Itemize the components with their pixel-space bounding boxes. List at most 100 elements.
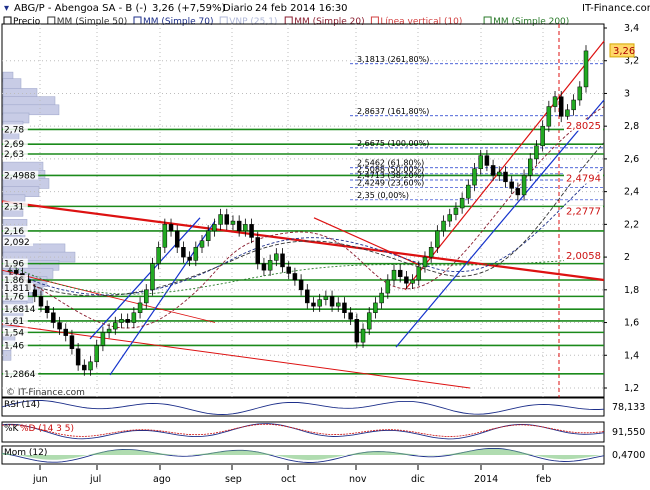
candle-body	[88, 361, 93, 371]
fib-label: 2,4249 (23,60%)	[357, 179, 424, 188]
x-tick-label: 2014	[474, 474, 498, 485]
candle-body	[94, 345, 99, 363]
candle-body	[69, 335, 75, 349]
left-level-label: 1,46	[4, 341, 24, 351]
chart-legend: Precio MM (Simple 50) MM (Simple 70) VNP (2…	[3, 16, 569, 27]
candle-body	[311, 302, 316, 307]
candle-body	[391, 269, 397, 281]
candle-body	[106, 328, 112, 333]
chart-title: ABG/P - Abengoa SA - B (-)	[14, 3, 147, 14]
left-level-label: 2,4988	[4, 171, 36, 181]
legend-swatch	[47, 16, 56, 25]
left-level-label: 1,54	[4, 328, 24, 338]
candle-body	[274, 253, 279, 261]
candle-body	[478, 155, 483, 169]
label-bg	[3, 340, 28, 350]
candle-body	[354, 319, 360, 343]
datetime-label: 24 feb 2014 16:30	[255, 3, 348, 14]
fib-label: 2,8637 (161,80%)	[357, 107, 429, 116]
left-level-label: 2,31	[4, 202, 24, 212]
right-level-bg	[564, 205, 603, 217]
dropdown-icon[interactable]: ▾	[4, 3, 9, 14]
candle-body	[305, 289, 310, 304]
candle-body	[385, 279, 391, 294]
legend-swatch	[284, 16, 293, 25]
candle-body	[32, 289, 38, 297]
y-tick-label: 2,4	[624, 187, 639, 198]
candle-body	[292, 273, 298, 281]
candle-body	[7, 269, 13, 272]
candle-body	[51, 312, 56, 323]
red-channel-line	[1, 269, 216, 323]
last-price-marker	[609, 43, 635, 58]
candle-body	[261, 263, 267, 271]
blue-channel-lower	[109, 220, 216, 376]
candle-body	[63, 328, 68, 336]
candle-body	[255, 237, 260, 264]
fib-label: 2,6675 (100,00%)	[357, 139, 429, 148]
ma-200	[9, 256, 605, 295]
candle-body	[466, 184, 471, 199]
label-bg	[3, 304, 39, 314]
candle-body	[397, 269, 403, 277]
candle-body	[168, 224, 174, 232]
candle-body	[199, 240, 205, 248]
left-level-label: 2,16	[4, 227, 24, 237]
candle-body	[422, 256, 428, 268]
candle-body	[82, 364, 87, 371]
lower-trendline	[1, 323, 471, 389]
label-bg	[3, 315, 28, 325]
red-short-line	[313, 217, 421, 266]
candle-body	[298, 279, 304, 291]
x-tick-label: jul	[89, 474, 101, 485]
candle-body	[119, 319, 124, 323]
candle-body	[44, 305, 50, 313]
candle-body	[342, 302, 347, 313]
watermark: © IT-Finance.com	[6, 388, 85, 398]
profile-bar	[2, 78, 22, 89]
left-level-label: 1,86	[4, 276, 24, 286]
candle-body	[373, 302, 378, 313]
blue-channel-2-lower	[395, 99, 605, 348]
label-bg	[3, 258, 28, 268]
candle-body	[236, 220, 242, 232]
candle-body	[484, 155, 490, 166]
label-bg	[3, 237, 33, 247]
legend-label: MM (Simple 70)	[143, 17, 213, 27]
fib-label: 2,4713 (38,20%)	[357, 171, 424, 180]
legend-swatch	[133, 16, 142, 25]
left-level-label: 2,092	[4, 238, 30, 248]
candle-body	[13, 269, 19, 274]
candle-body	[162, 224, 168, 248]
candle-body	[459, 197, 465, 209]
indicator-name: Mom (12)	[4, 448, 47, 458]
left-level-label: 1,811	[4, 284, 30, 294]
indicator-name: RSI (14)	[4, 400, 40, 410]
x-tick-label: nov	[349, 474, 367, 485]
candle-body	[113, 322, 118, 330]
candle-body	[577, 86, 583, 101]
candle-body	[441, 220, 446, 232]
x-tick-label: dic	[411, 474, 425, 485]
y-tick-label: 1,4	[624, 350, 639, 361]
right-level-bg	[564, 172, 603, 184]
legend-label: Precio	[13, 17, 41, 27]
candle-body	[267, 260, 273, 271]
left-level-label: 1,2864	[4, 370, 36, 380]
indicator-panels: RSI (14) 78,133 %K %D (14 3 5) 91,550 Mom (12…	[1, 397, 645, 465]
candle-body	[404, 276, 409, 284]
candle-body	[75, 348, 81, 366]
red-channel-2-upper	[404, 40, 605, 291]
candle-body	[125, 319, 130, 323]
candle-body	[38, 296, 44, 307]
fib-label: 2,5088 (50,00%)	[357, 165, 424, 174]
candle-body	[224, 214, 230, 225]
candle-body	[565, 109, 570, 117]
candle-body	[174, 230, 180, 248]
price-axis: 3,4 3,2 3 2,8 2,6 2,4 2,2 2 1,8 1,6 1,4 1,2 3,26	[604, 23, 639, 394]
right-level-label: 2,0058	[566, 251, 601, 262]
candle-body	[205, 230, 211, 241]
right-level-label: 2,4794	[566, 174, 601, 185]
legend-label: Línea vertical (10)	[380, 17, 462, 27]
